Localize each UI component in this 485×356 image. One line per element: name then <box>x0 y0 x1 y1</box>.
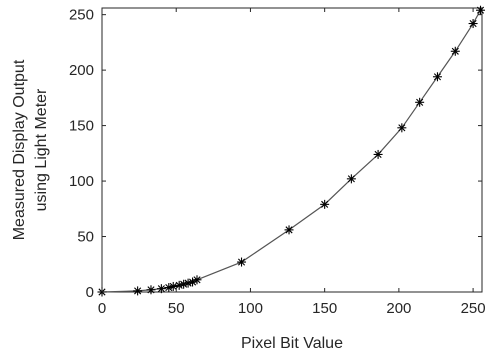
series-line <box>101 9 482 293</box>
data-point <box>192 275 202 285</box>
y-axis-title-line-2: using Light Meter <box>33 88 50 211</box>
data-point <box>346 174 356 184</box>
data-point <box>320 199 330 209</box>
data-point <box>450 46 460 56</box>
data-point <box>373 149 383 159</box>
marker-stroke <box>398 124 406 132</box>
plot-box <box>101 7 483 293</box>
data-point <box>415 97 425 107</box>
marker-stroke <box>433 73 442 81</box>
marker-stroke <box>476 6 485 14</box>
marker-stroke <box>451 47 459 55</box>
data-point <box>133 286 143 296</box>
y-axis-title-line-1: Measured Display Output <box>11 59 28 240</box>
x-tick-label: 50 <box>168 300 185 317</box>
y-tick-label: 150 <box>69 118 94 135</box>
marker-stroke <box>169 282 177 291</box>
data-point <box>168 281 178 291</box>
x-axis-title: Pixel Bit Value <box>241 335 343 352</box>
marker-stroke <box>157 285 165 293</box>
marker-stroke <box>285 226 293 234</box>
data-point <box>237 257 247 267</box>
marker-stroke <box>184 279 192 287</box>
y-tick-label: 100 <box>69 173 94 190</box>
marker-stroke <box>134 287 142 295</box>
x-tick-label: 0 <box>98 300 106 317</box>
marker-stroke <box>347 175 355 183</box>
x-tick-label: 100 <box>238 300 263 317</box>
marker-stroke <box>237 258 246 266</box>
y-tick-label: 250 <box>69 7 94 24</box>
marker-stroke <box>193 276 201 284</box>
marker-stroke <box>416 98 424 106</box>
series-markers <box>97 5 485 297</box>
y-axis-title: Measured Display Output using Light Mete… <box>11 59 50 240</box>
x-tick-label: 200 <box>386 300 411 317</box>
marker-stroke <box>180 280 188 288</box>
data-point <box>476 5 485 15</box>
plot-area <box>97 5 485 297</box>
marker-stroke <box>321 200 329 208</box>
data-point <box>432 72 442 82</box>
marker-stroke <box>175 281 183 289</box>
data-point <box>156 284 166 294</box>
marker-stroke <box>165 283 173 292</box>
y-tick-label: 50 <box>77 229 94 246</box>
x-tick-label: 250 <box>461 300 485 317</box>
data-point <box>468 19 478 29</box>
data-point <box>146 285 156 295</box>
x-axis: 0 50 100 150 200 250 <box>98 8 485 317</box>
marker-stroke <box>374 150 382 159</box>
x-tick-label: 150 <box>312 300 337 317</box>
y-tick-label: 200 <box>69 62 94 79</box>
data-point <box>397 123 407 133</box>
data-point <box>284 225 294 235</box>
y-axis: 0 50 100 150 200 250 <box>69 7 482 301</box>
marker-stroke <box>147 286 155 294</box>
y-tick-label: 0 <box>86 284 94 301</box>
marker-stroke <box>469 19 477 28</box>
